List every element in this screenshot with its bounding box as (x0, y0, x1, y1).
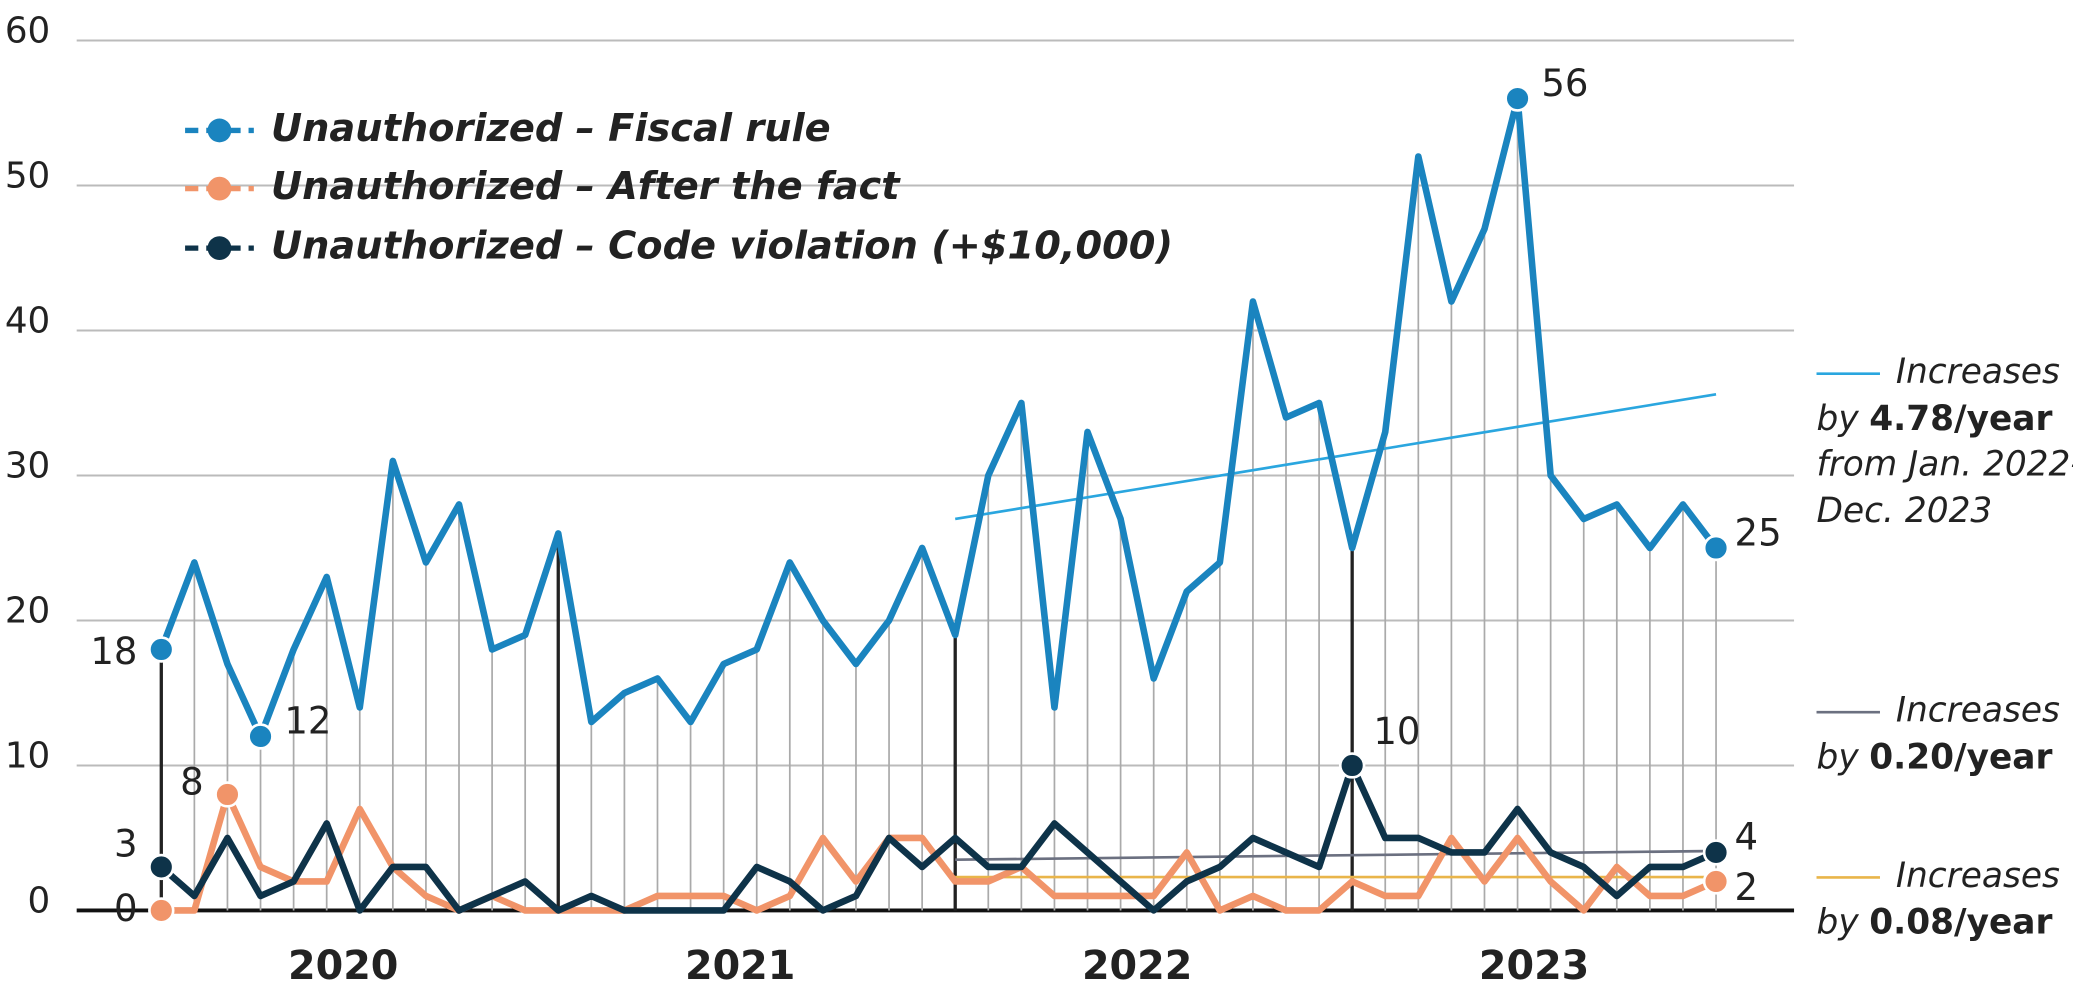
point (247, 723, 274, 750)
point-label: 56 (1541, 62, 1588, 105)
legend-dot (207, 118, 232, 143)
annotation-text: Increases (1896, 691, 2060, 731)
annotation-text: Increases (1896, 352, 2060, 392)
annotation-text: by 0.08/year (1817, 902, 2053, 942)
y-tick-label: 30 (5, 446, 50, 487)
annotation-by: by (1817, 737, 1860, 777)
point (148, 853, 175, 881)
point-label: 3 (114, 822, 138, 865)
series-line (158, 95, 1719, 740)
trend-line (954, 392, 1717, 521)
x-year-label: 2021 (685, 943, 795, 988)
legend-label: Unauthorized – After the fact (271, 164, 901, 209)
point (1338, 752, 1366, 779)
point-label: 8 (180, 760, 204, 803)
annotation-text: Increases (1896, 856, 2060, 896)
legend-dot (207, 236, 232, 260)
x-year-label: 2020 (288, 943, 398, 988)
point-label: 0 (114, 887, 138, 930)
point-label: 12 (284, 700, 331, 743)
annotation-by: by (1817, 902, 1860, 942)
x-year-label: 2022 (1082, 943, 1192, 988)
y-tick-label: 20 (5, 591, 50, 632)
point (1504, 85, 1531, 112)
y-tick-label: 50 (5, 156, 50, 197)
point-label: 10 (1373, 710, 1420, 753)
annotation-text: by 0.20/year (1817, 737, 2053, 777)
annotation-by: by (1817, 398, 1860, 438)
y-tick-label: 60 (5, 11, 50, 52)
point (1702, 839, 1730, 866)
point-label: 4 (1735, 816, 1759, 859)
annotation-text: Dec. 2023 (1817, 491, 1993, 531)
annotation-text: by 4.78/year (1817, 398, 2053, 438)
point-label: 18 (90, 630, 137, 673)
point (214, 781, 241, 808)
legend-label: Unauthorized – Fiscal rule (271, 106, 831, 151)
trend-line (955, 849, 1717, 862)
legend-dot (207, 176, 232, 201)
point (1702, 534, 1730, 562)
series-line (161, 791, 1718, 914)
y-tick-label: 0 (28, 881, 51, 922)
annotation-rate: 4.78/year (1869, 398, 2052, 438)
point-label: 25 (1735, 511, 1782, 554)
y-tick-label: 40 (5, 301, 50, 342)
annotation-text: from Jan. 2022– (1817, 445, 2073, 485)
point (1702, 868, 1730, 895)
legend-label: Unauthorized – Code violation (+$10,000) (271, 224, 1173, 269)
point-label: 2 (1735, 866, 1759, 909)
series-line (159, 762, 1718, 914)
annotation-rate: 0.08/year (1869, 902, 2052, 942)
y-tick-label: 10 (5, 736, 50, 777)
point (148, 636, 175, 663)
point (148, 897, 175, 924)
x-year-label: 2023 (1479, 943, 1589, 988)
annotation-rate: 0.20/year (1869, 737, 2052, 777)
